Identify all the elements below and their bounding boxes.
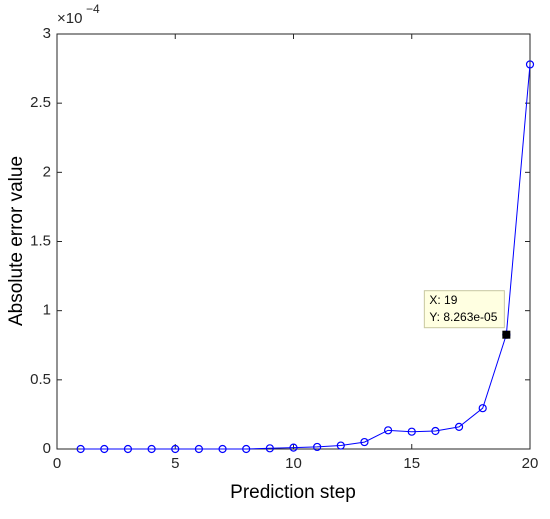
marker: [242, 444, 251, 454]
marker: [431, 426, 440, 436]
datatip-text: Y: 8.263e-05: [429, 310, 497, 324]
x-tick-label: 0: [53, 455, 61, 472]
y-tick-label: 3: [43, 25, 51, 42]
y-multiplier-exponent: −4: [86, 2, 100, 16]
y-tick-label: 2: [43, 163, 51, 180]
y-tick-label: 1: [43, 302, 51, 319]
marker: [336, 441, 345, 450]
datatip-box: [423, 290, 505, 329]
y-multiplier: ×10: [57, 10, 82, 27]
x-tick-label: 10: [285, 455, 302, 472]
y-tick-label: 0.5: [30, 371, 51, 388]
marker: [147, 444, 156, 454]
marker: [100, 444, 109, 454]
marker: [384, 426, 393, 435]
marker: [265, 444, 274, 453]
marker: [360, 437, 369, 447]
x-tick-label: 5: [171, 455, 179, 472]
y-axis-label: Absolute error value: [6, 156, 27, 326]
y-tick-label: 2.5: [30, 94, 51, 111]
marker: [218, 444, 227, 454]
marker: [289, 443, 298, 452]
marker: [454, 422, 464, 431]
axes-box: [56, 33, 531, 450]
marker: [76, 444, 85, 454]
datatip-marker: [502, 330, 511, 339]
marker: [478, 404, 487, 413]
x-axis-label: Prediction step: [230, 482, 356, 503]
marker: [194, 444, 203, 454]
y-tick-label: 1.5: [30, 232, 51, 249]
marker: [525, 60, 535, 69]
datatip-text: X: 19: [429, 293, 457, 307]
marker: [313, 442, 322, 452]
marker: [123, 444, 133, 454]
x-tick-label: 15: [403, 455, 420, 472]
y-tick-label: 0: [43, 440, 51, 457]
marker: [407, 427, 416, 436]
marker: [171, 444, 180, 454]
x-tick-label: 20: [522, 455, 539, 472]
